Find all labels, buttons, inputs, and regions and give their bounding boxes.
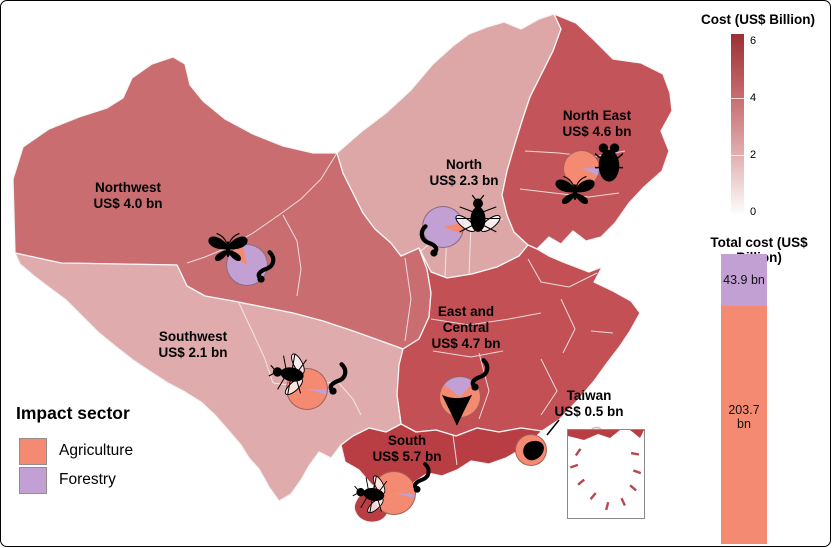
agriculture-value-label: 203.7 bn	[728, 403, 760, 431]
scale-tick-label-4: 4	[750, 92, 757, 104]
cicada-icon	[595, 141, 623, 183]
region-label-northeast: North East US$ 4.6 bn	[562, 108, 632, 139]
china-map	[12, 13, 673, 523]
taiwan-callout-line	[546, 419, 560, 436]
scale-tick-label-2: 2	[750, 149, 757, 161]
tent-moth-icon	[441, 391, 473, 427]
pie-northeast	[563, 150, 600, 187]
region-label-north: North US$ 2.3 bn	[429, 157, 499, 188]
larva-icon	[247, 249, 279, 283]
scale-tick-2	[731, 155, 744, 156]
scale-tick-label-0: 0	[750, 206, 757, 218]
larva-icon	[419, 223, 445, 257]
region-label-southwest: Southwest US$ 2.1 bn	[158, 329, 228, 360]
scale-tick-label-6: 6	[750, 35, 757, 47]
scale-legend-title: Cost (US$ Billion)	[701, 12, 815, 27]
moth-icon	[551, 175, 599, 205]
moth-icon	[205, 232, 251, 262]
region-northeast	[501, 13, 673, 250]
south-china-sea-inset	[567, 429, 645, 519]
region-label-northwest: Northwest US$ 4.0 bn	[93, 180, 163, 211]
total-bar-agriculture-segment: 203.7 bn	[721, 306, 767, 544]
snail-blob-icon	[519, 438, 545, 462]
larva-icon	[319, 361, 351, 395]
fly-icon	[348, 469, 393, 519]
total-cost-stacked-bar: 43.9 bn 203.7 bn	[721, 254, 767, 544]
cost-gradient-bar	[731, 34, 744, 213]
forestry-label: Forestry	[59, 471, 116, 488]
forestry-swatch	[19, 467, 47, 494]
region-label-taiwan: Taiwan US$ 0.5 bn	[554, 388, 624, 419]
fly-icon	[264, 347, 314, 402]
region-label-east-central: East and Central US$ 4.7 bn	[431, 304, 501, 351]
total-bar-forestry-segment: 43.9 bn	[721, 254, 767, 306]
forestry-value-label: 43.9 bn	[723, 273, 765, 287]
region-southwest	[14, 252, 404, 502]
region-label-south: South US$ 5.7 bn	[372, 433, 442, 464]
scale-tick-4	[731, 98, 744, 99]
fly-icon	[453, 193, 503, 239]
impact-sector-title: Impact sector	[16, 403, 130, 423]
larva-icon	[401, 461, 437, 493]
agriculture-label: Agriculture	[59, 442, 134, 459]
nine-dash-line	[568, 430, 644, 511]
larva-icon	[459, 357, 495, 391]
agriculture-swatch	[19, 438, 47, 465]
